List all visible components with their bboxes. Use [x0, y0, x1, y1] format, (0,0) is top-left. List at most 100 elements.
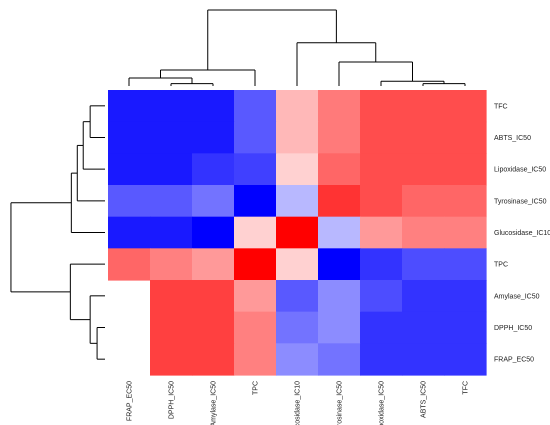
heatmap-cell-Tyrosinase_IC50-DPPH_IC50 — [150, 185, 193, 218]
heatmap-cell-TPC-Amylase_IC50 — [192, 248, 235, 281]
heatmap-cell-DPPH_IC50-ABTS_IC50 — [402, 311, 445, 344]
column-labels: FRAP_EC50 DPPH_IC50 Amylase_IC50 TPC Glucosi… — [127, 381, 470, 425]
column-label: DPPH_IC50 — [169, 381, 176, 419]
row-label: ABTS_IC50 — [494, 135, 531, 142]
heatmap-cell-DPPH_IC50-TPC — [234, 311, 277, 344]
heatmap-cell-DPPH_IC50-Tyrosinase_IC50 — [318, 311, 361, 344]
column-label: FRAP_EC50 — [127, 381, 134, 421]
heatmap-cell-DPPH_IC50-TFC — [444, 311, 487, 344]
heatmap-cell-Lipoxidase_IC50-Tyrosinase_IC50 — [318, 153, 361, 186]
row-label: Glucosidase_IC10 — [494, 230, 550, 237]
column-label: Amylase_IC50 — [211, 381, 218, 425]
heatmap-cell-ABTS_IC50-ABTS_IC50 — [402, 121, 445, 154]
heatmap-cell-Amylase_IC50-Glucosidase_IC10 — [276, 280, 319, 313]
heatmap-cell-ABTS_IC50-Lipoxidase_IC50 — [360, 121, 403, 154]
column-label: ABTS_IC50 — [421, 381, 428, 418]
heatmap-cell-Lipoxidase_IC50-Lipoxidase_IC50 — [360, 153, 403, 186]
heatmap-cell-Glucosidase_IC10-TFC — [444, 216, 487, 249]
row-label: Amylase_IC50 — [494, 293, 540, 300]
heatmap-cell-Lipoxidase_IC50-Amylase_IC50 — [192, 153, 235, 186]
heatmap-cell-FRAP_EC50-TFC — [444, 343, 487, 376]
heatmap-cell-Lipoxidase_IC50-DPPH_IC50 — [150, 153, 193, 186]
heatmap-cell-TPC-Glucosidase_IC10 — [276, 248, 319, 281]
heatmap-cell-TPC-TFC — [444, 248, 487, 281]
heatmap-cell-Amylase_IC50-Amylase_IC50 — [192, 280, 235, 313]
heatmap-cell-FRAP_EC50-Amylase_IC50 — [192, 343, 235, 376]
heatmap-cell-Tyrosinase_IC50-ABTS_IC50 — [402, 185, 445, 218]
heatmap-cell-TPC-DPPH_IC50 — [150, 248, 193, 281]
heatmap-cell-ABTS_IC50-TPC — [234, 121, 277, 154]
heatmap-cell-TPC-FRAP_EC50 — [108, 248, 151, 281]
heatmap-cell-TFC-Tyrosinase_IC50 — [318, 90, 361, 123]
row-dendrogram — [10, 105, 105, 360]
heatmap-cell-Tyrosinase_IC50-Lipoxidase_IC50 — [360, 185, 403, 218]
heatmap-cell-ABTS_IC50-TFC — [444, 121, 487, 154]
heatmap-cell-Amylase_IC50-TFC — [444, 280, 487, 313]
heatmap-cell-Tyrosinase_IC50-TFC — [444, 185, 487, 218]
heatmap-cell-Amylase_IC50-TPC — [234, 280, 277, 313]
heatmap-cell-TFC-DPPH_IC50 — [150, 90, 193, 123]
heatmap-cell-FRAP_EC50-TPC — [234, 343, 277, 376]
heatmap-cells — [108, 90, 487, 376]
heatmap-cell-Amylase_IC50-Lipoxidase_IC50 — [360, 280, 403, 313]
column-dendrogram — [128, 9, 466, 86]
heatmap-cell-TFC-ABTS_IC50 — [402, 90, 445, 123]
heatmap-cell-Lipoxidase_IC50-FRAP_EC50 — [108, 153, 151, 186]
heatmap-cell-ABTS_IC50-Amylase_IC50 — [192, 121, 235, 154]
heatmap-cell-ABTS_IC50-DPPH_IC50 — [150, 121, 193, 154]
heatmap-cell-Lipoxidase_IC50-TPC — [234, 153, 277, 186]
heatmap-cell-Tyrosinase_IC50-Glucosidase_IC10 — [276, 185, 319, 218]
heatmap-cell-Glucosidase_IC10-TPC — [234, 216, 277, 249]
heatmap-cell-Glucosidase_IC10-Glucosidase_IC10 — [276, 216, 319, 249]
heatmap-cell-Glucosidase_IC10-Lipoxidase_IC50 — [360, 216, 403, 249]
row-label: FRAP_EC50 — [494, 357, 534, 364]
heatmap-cell-Lipoxidase_IC50-TFC — [444, 153, 487, 186]
column-label: Glucosidase_IC10 — [295, 381, 302, 425]
heatmap-cell-DPPH_IC50-Lipoxidase_IC50 — [360, 311, 403, 344]
row-label: DPPH_IC50 — [494, 325, 532, 332]
column-label: Lipoxidase_IC50 — [379, 381, 386, 425]
heatmap-cell-FRAP_EC50-Glucosidase_IC10 — [276, 343, 319, 376]
column-label: TFC — [463, 381, 470, 395]
heatmap-cell-FRAP_EC50-ABTS_IC50 — [402, 343, 445, 376]
heatmap-cell-Amylase_IC50-Tyrosinase_IC50 — [318, 280, 361, 313]
heatmap-cell-Lipoxidase_IC50-Glucosidase_IC10 — [276, 153, 319, 186]
heatmap-cell-Tyrosinase_IC50-FRAP_EC50 — [108, 185, 151, 218]
column-label: Tyrosinase_IC50 — [337, 381, 344, 425]
heatmap-cell-TPC-TPC — [234, 248, 277, 281]
heatmap-cell-FRAP_EC50-DPPH_IC50 — [150, 343, 193, 376]
row-label: Lipoxidase_IC50 — [494, 167, 546, 174]
heatmap-cell-TFC-FRAP_EC50 — [108, 90, 151, 123]
heatmap-cell-Glucosidase_IC10-Amylase_IC50 — [192, 216, 235, 249]
heatmap-cell-ABTS_IC50-Tyrosinase_IC50 — [318, 121, 361, 154]
heatmap-cell-ABTS_IC50-Glucosidase_IC10 — [276, 121, 319, 154]
heatmap-cell-TFC-Lipoxidase_IC50 — [360, 90, 403, 123]
heatmap-cell-Tyrosinase_IC50-Tyrosinase_IC50 — [318, 185, 361, 218]
heatmap-cell-ABTS_IC50-FRAP_EC50 — [108, 121, 151, 154]
column-label: TPC — [253, 381, 260, 395]
heatmap-cell-Amylase_IC50-DPPH_IC50 — [150, 280, 193, 313]
heatmap-cell-TFC-Glucosidase_IC10 — [276, 90, 319, 123]
heatmap-cell-DPPH_IC50-Amylase_IC50 — [192, 311, 235, 344]
row-label: Tyrosinase_IC50 — [494, 198, 547, 205]
heatmap-cell-Glucosidase_IC10-DPPH_IC50 — [150, 216, 193, 249]
heatmap-cell-Tyrosinase_IC50-TPC — [234, 185, 277, 218]
row-label: TFC — [494, 103, 508, 110]
heatmap-cell-TPC-ABTS_IC50 — [402, 248, 445, 281]
heatmap-cell-FRAP_EC50-Tyrosinase_IC50 — [318, 343, 361, 376]
heatmap-cell-Lipoxidase_IC50-ABTS_IC50 — [402, 153, 445, 186]
heatmap-cell-FRAP_EC50-Lipoxidase_IC50 — [360, 343, 403, 376]
heatmap-cell-Tyrosinase_IC50-Amylase_IC50 — [192, 185, 235, 218]
heatmap-cell-TFC-TFC — [444, 90, 487, 123]
heatmap-cell-Glucosidase_IC10-Tyrosinase_IC50 — [318, 216, 361, 249]
heatmap-cell-DPPH_IC50-Glucosidase_IC10 — [276, 311, 319, 344]
row-label: TPC — [494, 262, 508, 269]
heatmap-cell-TPC-Lipoxidase_IC50 — [360, 248, 403, 281]
heatmap-cell-TFC-TPC — [234, 90, 277, 123]
row-labels: TFC ABTS_IC50 Lipoxidase_IC50 Tyrosinase_IC… — [494, 103, 550, 363]
heatmap-cell-Amylase_IC50-ABTS_IC50 — [402, 280, 445, 313]
heatmap-cell-TPC-Tyrosinase_IC50 — [318, 248, 361, 281]
heatmap-cell-DPPH_IC50-DPPH_IC50 — [150, 311, 193, 344]
heatmap-cell-Glucosidase_IC10-FRAP_EC50 — [108, 216, 151, 249]
